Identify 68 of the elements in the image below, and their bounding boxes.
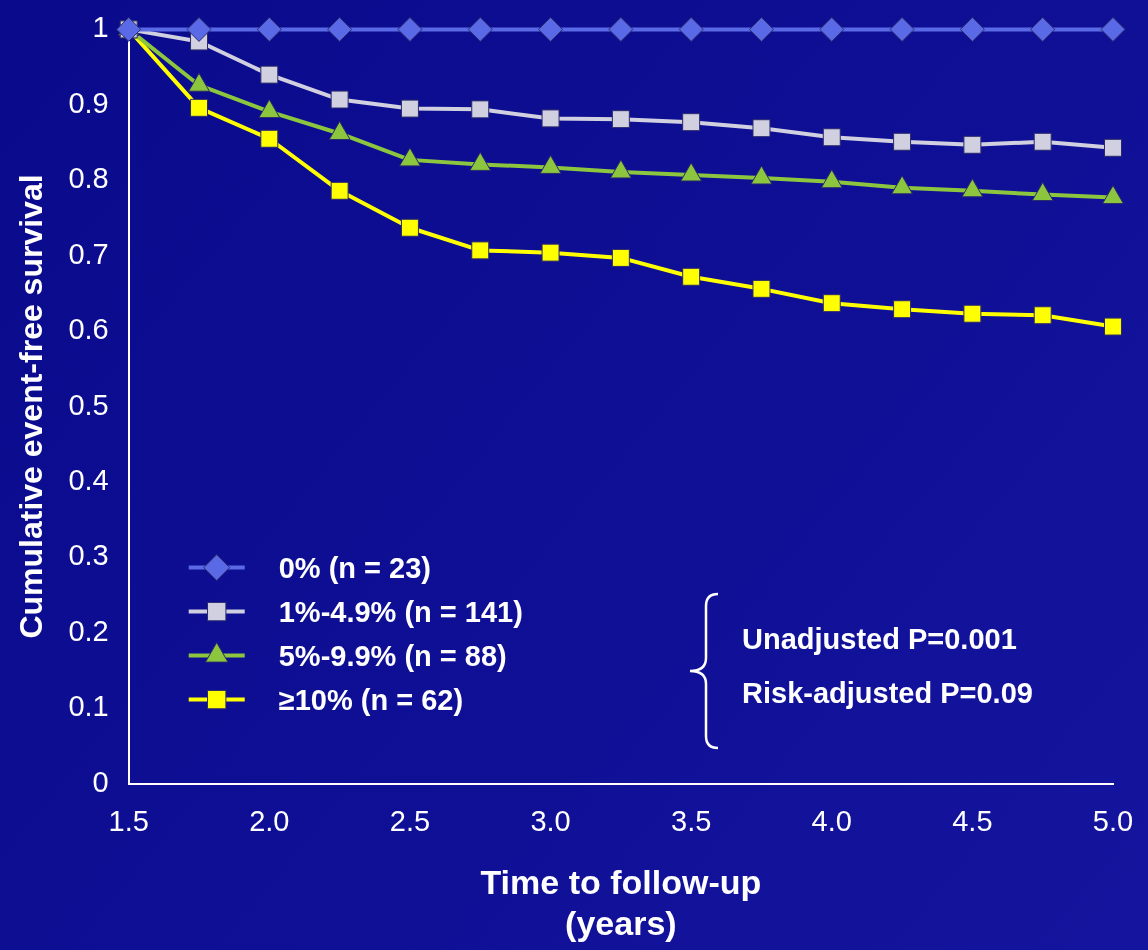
point (1033, 132, 1052, 151)
y-tick-label: 0.2 (68, 614, 109, 647)
legend-label: ≥10% (n = 62) (278, 683, 464, 716)
point (538, 16, 564, 42)
x-tick-label: 1.5 (108, 805, 149, 837)
point (963, 135, 982, 154)
point (330, 90, 349, 109)
x-axis-title: Time to follow-up (years) (480, 863, 762, 942)
y-tick-label: 0.5 (68, 388, 109, 421)
x-tick-label: 4.0 (811, 805, 852, 837)
point (748, 16, 774, 42)
point (889, 16, 915, 42)
point (963, 304, 982, 323)
legend-label: 5%-9.9% (n = 88) (278, 639, 507, 672)
point (1100, 16, 1126, 42)
legend-label: 1%-4.9% (n = 141) (278, 595, 523, 628)
annotation: Unadjusted P=0.001 (742, 622, 1018, 657)
point (752, 279, 771, 298)
point (400, 99, 419, 118)
point (397, 16, 423, 42)
y-tick-label: 0 (92, 765, 109, 798)
point (819, 16, 845, 42)
point (190, 98, 209, 117)
point (400, 218, 419, 237)
point (327, 16, 353, 42)
point (822, 128, 841, 147)
point (541, 243, 560, 262)
point (893, 300, 912, 319)
x-tick-label: 3.0 (530, 805, 571, 837)
y-tick-label: 0.6 (68, 313, 109, 346)
point (471, 100, 490, 119)
point (330, 181, 349, 200)
point (1104, 317, 1122, 336)
y-tick-label: 0.3 (68, 539, 109, 572)
x-tick-label: 4.5 (952, 805, 993, 837)
y-tick-label: 0.8 (68, 162, 109, 195)
point (611, 248, 630, 267)
point (682, 113, 701, 132)
point (260, 129, 279, 148)
point (467, 16, 493, 42)
point (678, 16, 704, 42)
point (541, 109, 560, 128)
point (1033, 306, 1052, 325)
annotation: Risk-adjusted P=0.09 (742, 676, 1033, 711)
point (471, 241, 490, 260)
point (752, 119, 771, 138)
x-tick-label: 3.5 (671, 805, 712, 837)
point (611, 110, 630, 129)
y-tick-label: 0.9 (68, 86, 109, 119)
legend-label: 0% (n = 23) (278, 551, 432, 584)
point (260, 65, 279, 84)
y-axis-title: Cumulative event-free survival (13, 174, 50, 639)
x-tick-label: 5.0 (1092, 805, 1134, 837)
point (1104, 138, 1122, 157)
point (256, 16, 282, 42)
y-tick-label: 1 (92, 11, 109, 44)
point (186, 16, 212, 42)
point (959, 16, 985, 42)
y-tick-label: 0.7 (68, 237, 109, 270)
y-tick-label: 0.4 (68, 463, 109, 496)
x-tick-label: 2.0 (249, 805, 290, 837)
point (1030, 16, 1056, 42)
point (822, 294, 841, 313)
y-tick-label: 0.1 (68, 690, 109, 723)
x-tick-label: 2.5 (389, 805, 431, 837)
point (608, 16, 634, 42)
point (682, 267, 701, 286)
point (893, 132, 912, 151)
